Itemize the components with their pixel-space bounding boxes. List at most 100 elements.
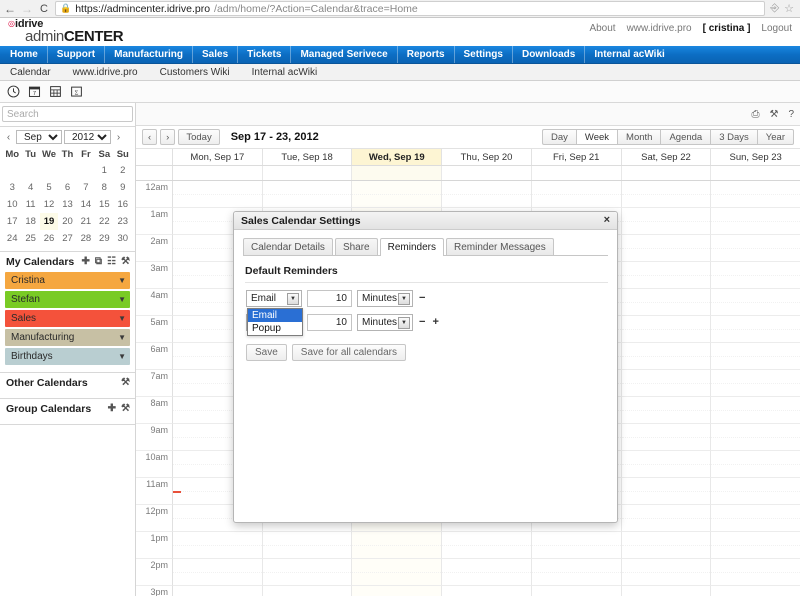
time-slot-cell[interactable]: [442, 181, 532, 208]
calendar-icon[interactable]: 7: [27, 84, 42, 99]
calendar-list-item[interactable]: Stefan ▼: [5, 291, 130, 308]
modal-tab-calendar-details[interactable]: Calendar Details: [243, 238, 333, 255]
calendar-list-item[interactable]: Sales ▼: [5, 310, 130, 327]
mini-cal-day[interactable]: 21: [80, 216, 92, 227]
settings-wrench-icon[interactable]: ⚒: [121, 377, 130, 388]
day-header-cell[interactable]: Tue, Sep 18: [262, 149, 353, 165]
save-button[interactable]: Save: [246, 344, 287, 361]
modal-tab-reminder-messages[interactable]: Reminder Messages: [445, 238, 554, 255]
mini-cal-day[interactable]: 29: [99, 233, 110, 244]
day-header-cell[interactable]: Sun, Sep 23: [711, 149, 800, 165]
time-slot-cell[interactable]: [621, 343, 712, 370]
calendar-list-item[interactable]: Birthdays ▼: [5, 348, 130, 365]
view-button-day[interactable]: Day: [542, 129, 576, 145]
help-icon[interactable]: ?: [788, 108, 794, 120]
mini-cal-day[interactable]: 6: [64, 182, 71, 193]
copy-calendar-icon[interactable]: ⧉: [94, 256, 103, 267]
add-reminder-button[interactable]: +: [432, 316, 439, 328]
reminder-amount-input[interactable]: [307, 314, 352, 331]
day-header-cell[interactable]: Sat, Sep 22: [621, 149, 712, 165]
settings-wrench-icon[interactable]: ⚒: [121, 256, 130, 267]
time-slot-cell[interactable]: [442, 586, 532, 596]
time-slot-cell[interactable]: [621, 532, 712, 559]
mini-cal-day[interactable]: 4: [27, 182, 34, 193]
mini-cal-day[interactable]: 27: [62, 233, 73, 244]
add-group-calendar-icon[interactable]: ✚: [107, 403, 117, 414]
nav-item-sales[interactable]: Sales: [193, 46, 239, 63]
time-slot-cell[interactable]: [262, 181, 353, 208]
time-slot-cell[interactable]: [711, 316, 800, 343]
time-slot-cell[interactable]: [711, 397, 800, 424]
mini-cal-day[interactable]: 15: [99, 199, 110, 210]
search-input[interactable]: [2, 106, 133, 122]
mini-cal-day[interactable]: 24: [6, 233, 18, 244]
nav-item-tickets[interactable]: Tickets: [238, 46, 292, 63]
time-slot-cell[interactable]: [621, 478, 712, 505]
time-slot-cell[interactable]: [711, 424, 800, 451]
chevron-down-icon[interactable]: ▼: [398, 317, 410, 329]
back-arrow-icon[interactable]: ←: [4, 1, 16, 16]
reminder-type-select[interactable]: Email ▼ Email Popup: [246, 290, 303, 336]
add-calendar-icon[interactable]: ✚: [81, 256, 90, 267]
time-slot-cell[interactable]: [621, 505, 712, 532]
time-slot-cell[interactable]: [621, 181, 712, 208]
nav-item-managed-service[interactable]: Managed Serivece: [291, 46, 398, 63]
mini-cal-day[interactable]: 22: [99, 216, 110, 227]
time-slot-cell[interactable]: [621, 262, 712, 289]
settings-wrench-icon[interactable]: ⚒: [121, 403, 130, 414]
site-logo[interactable]: ◎idrive adminCENTER: [8, 19, 124, 45]
all-day-cell[interactable]: [622, 166, 712, 180]
modal-title-bar[interactable]: Sales Calendar Settings ×: [234, 212, 617, 230]
header-current-user[interactable]: [ cristina ]: [702, 23, 751, 34]
subnav-item-customers-wiki[interactable]: Customers Wiki: [159, 66, 230, 78]
nav-item-settings[interactable]: Settings: [455, 46, 513, 63]
all-day-cell[interactable]: [711, 166, 800, 180]
time-slot-cell[interactable]: [711, 559, 800, 586]
chevron-down-icon[interactable]: ▼: [118, 314, 126, 323]
subnav-item-internal-acwiki[interactable]: Internal acWiki: [251, 66, 318, 78]
mini-cal-day[interactable]: 30: [117, 233, 129, 244]
time-slot-cell[interactable]: [531, 181, 622, 208]
nav-item-internal-acwiki[interactable]: Internal acWiki: [594, 49, 665, 60]
view-button-agenda[interactable]: Agenda: [660, 129, 711, 145]
time-slot-cell[interactable]: [173, 586, 263, 596]
time-slot-cell[interactable]: [711, 370, 800, 397]
save-all-button[interactable]: Save for all calendars: [291, 344, 406, 361]
day-header-cell[interactable]: Wed, Sep 19: [352, 149, 443, 165]
mini-cal-day[interactable]: 12: [43, 199, 55, 210]
time-slot-cell[interactable]: [352, 532, 443, 559]
time-slot-cell[interactable]: [621, 424, 712, 451]
subnav-item-calendar[interactable]: Calendar: [10, 66, 51, 78]
time-slot-cell[interactable]: [711, 586, 800, 596]
time-slot-cell[interactable]: [711, 532, 800, 559]
time-slot-cell[interactable]: [711, 262, 800, 289]
time-slot-cell[interactable]: [173, 532, 263, 559]
time-slot-cell[interactable]: [621, 289, 712, 316]
nav-item-reports[interactable]: Reports: [398, 46, 455, 63]
all-day-cell[interactable]: [263, 166, 353, 180]
time-slot-cell[interactable]: [621, 208, 712, 235]
reload-icon[interactable]: C: [40, 2, 48, 15]
modal-tab-reminders[interactable]: Reminders: [379, 238, 444, 256]
forward-arrow-icon[interactable]: →: [21, 1, 33, 16]
mini-cal-day[interactable]: 3: [9, 182, 15, 193]
nav-item-home[interactable]: Home: [0, 46, 48, 63]
time-slot-cell[interactable]: [173, 181, 263, 208]
mini-cal-day[interactable]: 2: [120, 165, 126, 176]
calendar-today-button[interactable]: Today: [178, 129, 220, 145]
mini-cal-day[interactable]: 23: [117, 216, 129, 227]
mini-cal-day[interactable]: 9: [120, 182, 126, 193]
mini-cal-day[interactable]: 18: [25, 216, 36, 227]
view-button-3-days[interactable]: 3 Days: [710, 129, 757, 145]
bookmark-star-icon[interactable]: ☆: [784, 3, 794, 15]
remove-reminder-button[interactable]: −: [419, 316, 426, 328]
remove-reminder-button[interactable]: −: [419, 292, 426, 304]
chevron-down-icon[interactable]: ▼: [287, 293, 299, 305]
time-slot-cell[interactable]: [621, 235, 712, 262]
time-slot-cell[interactable]: [621, 397, 712, 424]
close-icon[interactable]: ×: [603, 214, 610, 226]
mini-cal-day[interactable]: 19: [39, 213, 59, 230]
reminder-type-option[interactable]: Email: [248, 309, 302, 322]
view-button-year[interactable]: Year: [756, 129, 794, 145]
mini-cal-day[interactable]: 5: [46, 182, 52, 193]
